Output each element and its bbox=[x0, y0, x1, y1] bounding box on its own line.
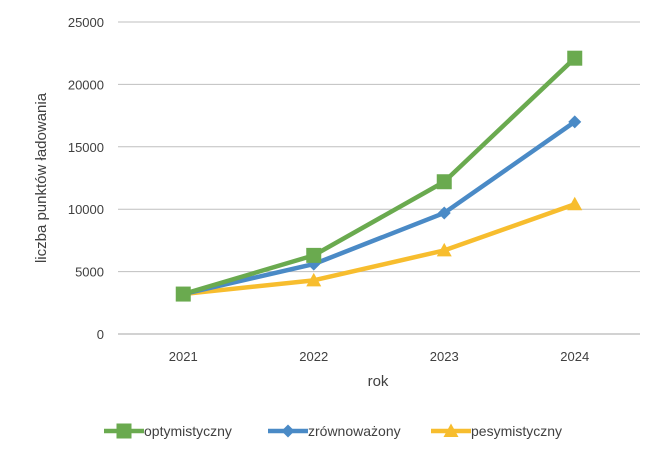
series-line bbox=[181, 119, 577, 297]
gridlines bbox=[118, 21, 640, 335]
legend-marker bbox=[281, 424, 295, 438]
legend-label: pesymistyczny bbox=[471, 423, 562, 439]
legend-marker bbox=[116, 423, 132, 439]
x-axis-title: rok bbox=[368, 373, 389, 390]
data-point bbox=[175, 286, 191, 302]
series-group bbox=[175, 50, 583, 302]
y-axis-ticks: 0 5000 10000 15000 20000 25000 bbox=[68, 15, 104, 342]
x-tick-label: 2024 bbox=[560, 349, 589, 364]
x-tick-label: 2022 bbox=[299, 349, 328, 364]
data-point bbox=[436, 242, 452, 257]
series-optymistyczny bbox=[175, 50, 583, 302]
legend-item: zrównoważony bbox=[268, 423, 401, 439]
series-pesymistyczny bbox=[175, 196, 583, 301]
y-tick-label: 25000 bbox=[68, 15, 104, 30]
series-line bbox=[181, 201, 577, 297]
legend-label: optymistyczny bbox=[144, 423, 232, 439]
y-tick-label: 20000 bbox=[68, 77, 104, 92]
legend-item: optymistyczny bbox=[104, 423, 232, 439]
data-point bbox=[437, 206, 451, 220]
data-point bbox=[306, 247, 322, 263]
x-axis-ticks: 2021 2022 2023 2024 bbox=[169, 349, 589, 364]
legend-item: pesymistyczny bbox=[431, 423, 562, 439]
data-point bbox=[567, 50, 583, 66]
data-point bbox=[568, 115, 582, 129]
legend: optymistyczny zrównoważony pesymistyczny bbox=[104, 423, 562, 439]
data-point bbox=[567, 196, 583, 211]
y-tick-label: 0 bbox=[97, 327, 104, 342]
series-zrównoważony bbox=[176, 115, 582, 301]
y-tick-label: 15000 bbox=[68, 140, 104, 155]
legend-label: zrównoważony bbox=[308, 423, 401, 439]
x-tick-label: 2021 bbox=[169, 349, 198, 364]
data-point bbox=[306, 272, 322, 287]
legend-marker bbox=[443, 423, 459, 437]
series-line bbox=[181, 55, 577, 297]
data-point bbox=[436, 174, 452, 190]
y-tick-label: 5000 bbox=[75, 265, 104, 280]
y-axis-title: liczba punktów ładowania bbox=[33, 92, 50, 263]
y-tick-label: 10000 bbox=[68, 202, 104, 217]
x-tick-label: 2023 bbox=[430, 349, 459, 364]
